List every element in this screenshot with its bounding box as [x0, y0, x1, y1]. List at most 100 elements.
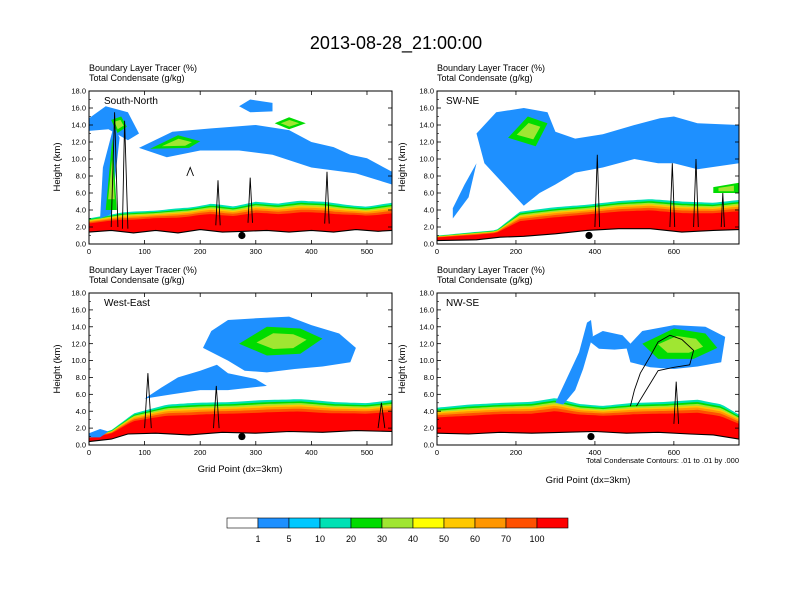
- y-tick-label: 8.0: [424, 373, 434, 382]
- cloud-core: [108, 159, 115, 200]
- subtitle-tracer: Boundary Layer Tracer (%): [89, 265, 197, 275]
- colorbar-swatch: [443, 517, 476, 529]
- x-tick-label: 100: [138, 247, 151, 256]
- x-tick-label: 300: [250, 247, 263, 256]
- subtitle-tracer: Boundary Layer Tracer (%): [89, 63, 197, 73]
- colorbar-swatch: [319, 517, 352, 529]
- location-marker: [238, 432, 246, 441]
- subtitle-condensate: Total Condensate (g/kg): [89, 275, 185, 285]
- y-tick-label: 2.0: [76, 424, 86, 433]
- condensate-contour: [324, 171, 330, 224]
- y-tick-label: 14.0: [419, 121, 434, 130]
- condensate-contour: [693, 158, 699, 228]
- subtitle-tracer: Boundary Layer Tracer (%): [437, 63, 545, 73]
- colorbar-label: 10: [315, 534, 325, 544]
- colorbar-label: 1: [255, 534, 260, 544]
- y-tick-label: 18.0: [71, 289, 86, 298]
- x-tick-label: 0: [87, 448, 91, 457]
- cloud-core: [718, 185, 734, 192]
- colorbar-label: 70: [501, 534, 511, 544]
- panel-nw-se: Boundary Layer Tracer (%) Total Condensa…: [397, 265, 740, 486]
- x-tick-label: 400: [589, 247, 602, 256]
- tracer-field: [89, 316, 392, 445]
- plot-area: 0.0 2.0 4.0 6.0 8.0 10.0 12.0 14.0 16.0 18.0 0 200 4…: [419, 289, 740, 457]
- y-tick-label: 18.0: [419, 87, 434, 96]
- condensate-contour: [247, 177, 253, 223]
- y-axis-label: Height (km): [52, 344, 63, 393]
- colorbar-swatch: [381, 517, 414, 529]
- y-tick-label: 16.0: [71, 104, 86, 113]
- cloud-core: [161, 138, 192, 147]
- cloud-layer: [452, 163, 477, 219]
- cloud-layer: [555, 320, 593, 405]
- y-axis-label: Height (km): [397, 344, 408, 393]
- colorbar-label: 20: [346, 534, 356, 544]
- colorbar-label: 60: [470, 534, 480, 544]
- terrain-line: [89, 430, 392, 443]
- cloud-layer: [139, 125, 392, 185]
- tracer-field: [437, 108, 739, 244]
- x-tick-label: 400: [589, 448, 602, 457]
- y-tick-label: 0.0: [424, 441, 434, 450]
- y-axis-label: Height (km): [397, 142, 408, 191]
- y-tick-label: 12.0: [419, 138, 434, 147]
- colorbar-label: 5: [286, 534, 291, 544]
- y-tick-label: 4.0: [76, 407, 86, 416]
- x-tick-label: 0: [87, 247, 91, 256]
- condensate-contour: [213, 385, 220, 429]
- y-tick-label: 12.0: [419, 339, 434, 348]
- x-tick-label: 200: [510, 448, 523, 457]
- x-tick-label: 0: [435, 448, 439, 457]
- colorbar-label: 40: [408, 534, 418, 544]
- cloud-core: [256, 333, 307, 349]
- colorbar-label: 50: [439, 534, 449, 544]
- subtitle-tracer: Boundary Layer Tracer (%): [437, 265, 545, 275]
- condensate-contour: [720, 192, 725, 228]
- terrain-line: [437, 228, 739, 242]
- y-tick-label: 16.0: [419, 104, 434, 113]
- y-tick-label: 14.0: [71, 322, 86, 331]
- y-tick-label: 6.0: [76, 189, 86, 198]
- colorbar-swatch: [288, 517, 321, 529]
- panel-sw-ne: Boundary Layer Tracer (%) Total Condensa…: [397, 63, 740, 256]
- x-axis-label: Grid Point (dx=3km): [198, 464, 283, 475]
- colorbar-swatch: [257, 517, 290, 529]
- location-marker: [585, 231, 593, 240]
- x-tick-label: 600: [668, 448, 681, 457]
- colorbar: 1 5 10 20 30 40 50 60 70 100: [226, 517, 569, 544]
- y-tick-label: 8.0: [424, 172, 434, 181]
- y-tick-label: 8.0: [76, 172, 86, 181]
- panel-south-north: Boundary Layer Tracer (%) Total Condensa…: [52, 63, 393, 256]
- panel-west-east: Boundary Layer Tracer (%) Total Condensa…: [52, 265, 393, 475]
- y-tick-label: 4.0: [424, 407, 434, 416]
- panel-label: West-East: [104, 298, 150, 309]
- terrain-line: [89, 229, 392, 234]
- condensate-contour: [629, 334, 695, 407]
- y-axis-label: Height (km): [52, 142, 63, 191]
- condensate-contour: [673, 381, 680, 424]
- y-tick-label: 16.0: [71, 305, 86, 314]
- subtitle-condensate: Total Condensate (g/kg): [89, 73, 185, 83]
- colorbar-label: 30: [377, 534, 387, 544]
- figure-title: 2013-08-28_21:00:00: [310, 33, 482, 54]
- subtitle-condensate: Total Condensate (g/kg): [437, 73, 533, 83]
- y-tick-label: 6.0: [424, 390, 434, 399]
- y-tick-label: 18.0: [71, 87, 86, 96]
- colorbar-swatch: [350, 517, 383, 529]
- y-tick-label: 2.0: [424, 223, 434, 232]
- colorbar-swatch: [474, 517, 507, 529]
- y-tick-label: 14.0: [419, 322, 434, 331]
- cloud-layer: [587, 331, 635, 350]
- y-tick-label: 2.0: [424, 424, 434, 433]
- x-tick-label: 300: [250, 448, 263, 457]
- plot-area: 0.0 2.0 4.0 6.0 8.0 10.0 12.0 14.0 16.0 18.0 0 100 2…: [71, 87, 393, 256]
- x-tick-label: 200: [194, 448, 207, 457]
- y-tick-label: 8.0: [76, 373, 86, 382]
- y-tick-label: 4.0: [76, 206, 86, 215]
- condensate-contour: [594, 154, 601, 228]
- tracer-field: [437, 320, 739, 445]
- terrain-line: [437, 430, 739, 440]
- y-tick-label: 10.0: [419, 155, 434, 164]
- panel-label: South-North: [104, 96, 158, 107]
